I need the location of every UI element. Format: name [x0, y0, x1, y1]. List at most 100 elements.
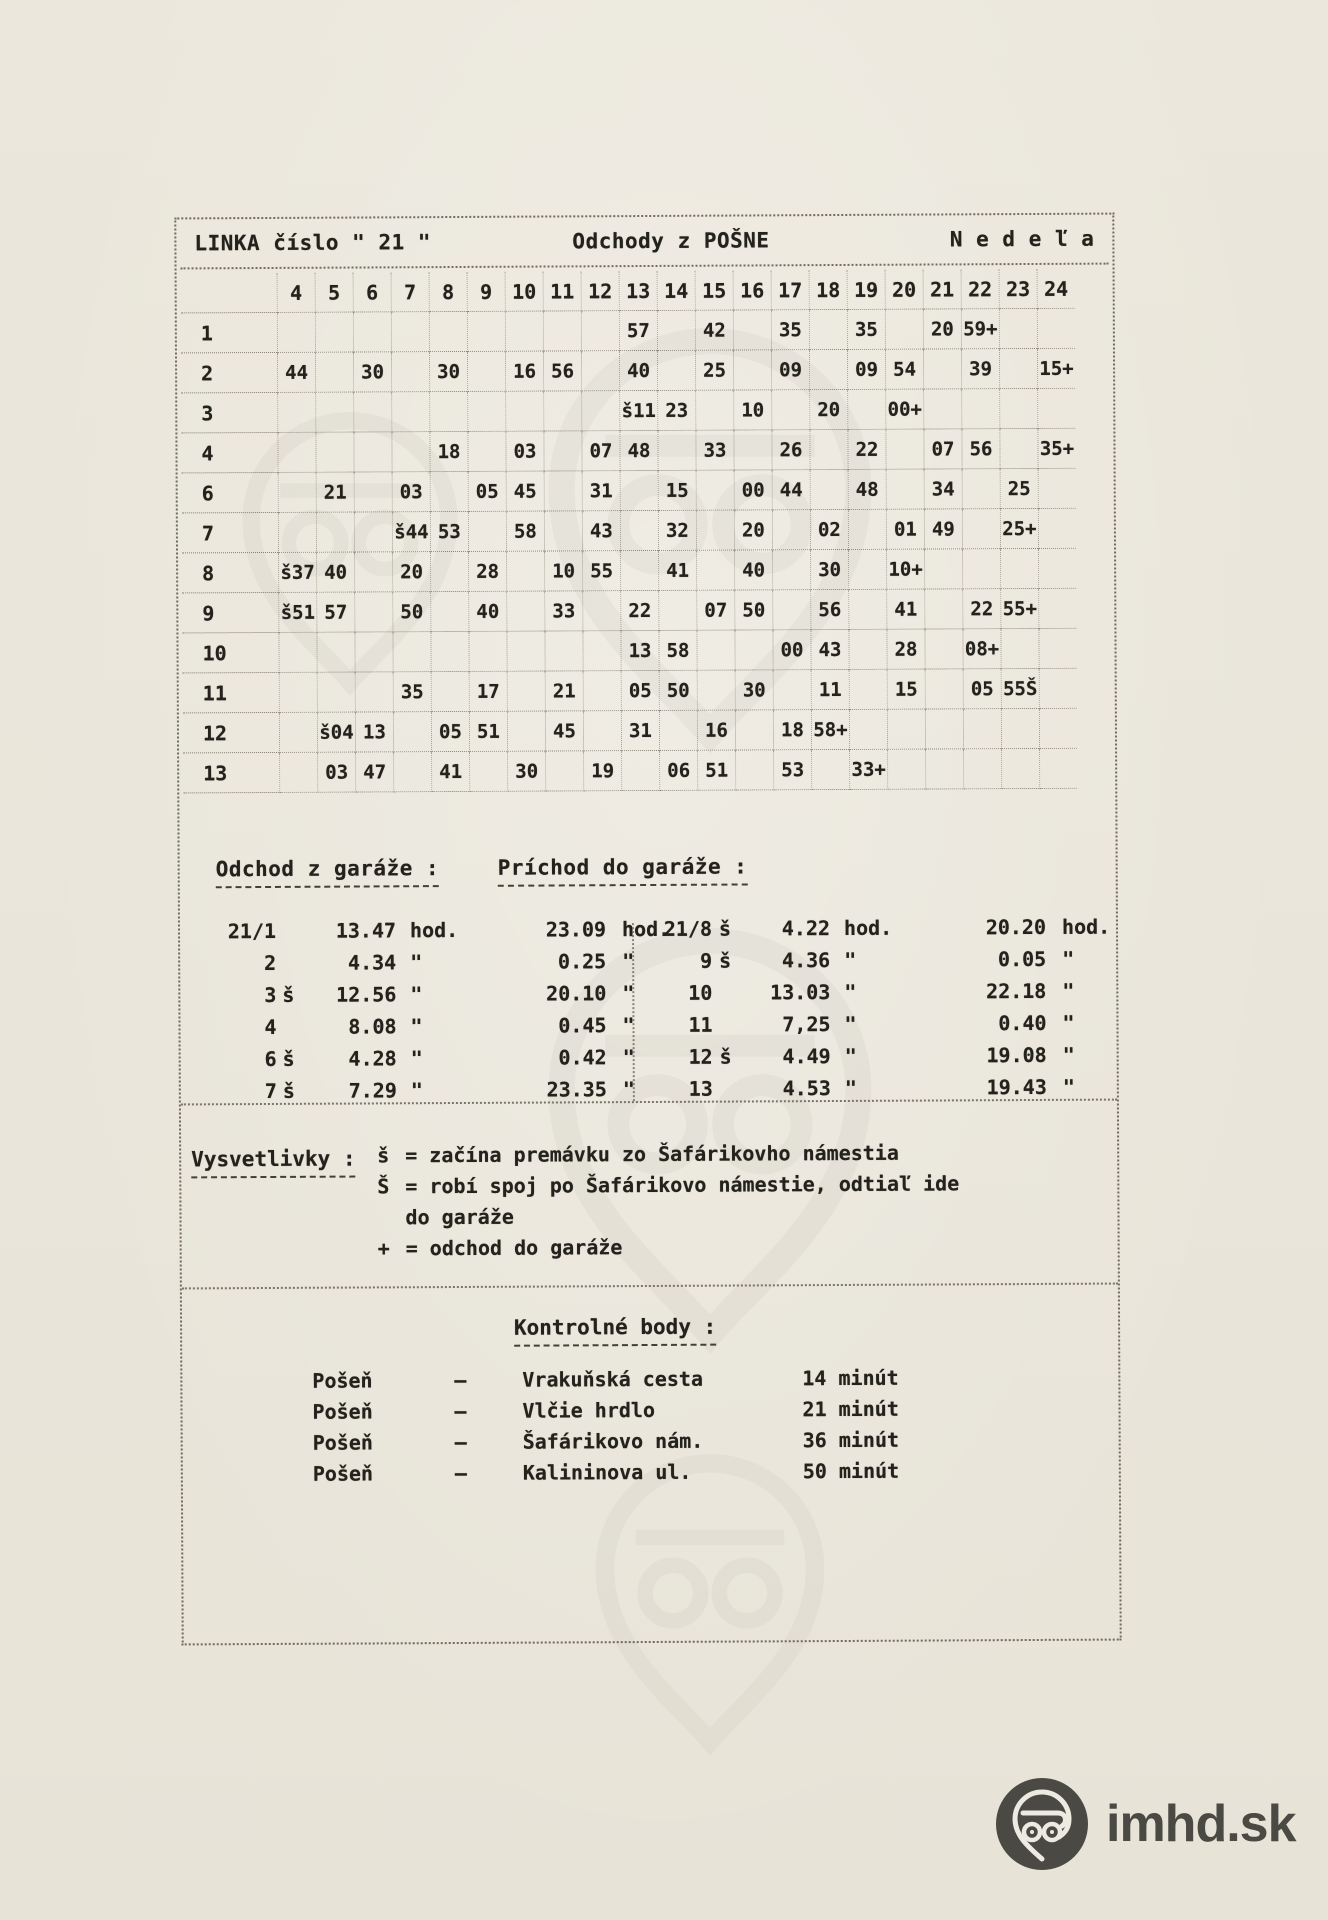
timetable-cell	[1000, 548, 1039, 590]
timetable-cell	[734, 710, 774, 751]
timetable-cell	[885, 429, 924, 470]
timetable-cell	[1000, 708, 1040, 750]
control-point-row: Pošeň – Šafárikovo nám. 36 minút	[313, 1423, 973, 1457]
row-label: 8	[182, 552, 279, 594]
timetable-cell	[1038, 588, 1077, 629]
garage-s: š	[719, 948, 732, 973]
legend-text: = robí spoj po Šafárikovo námestie, odti…	[405, 1171, 960, 1230]
garage-right-rows: 21/8 š 4.22 hod. 20.20 hod. 9 š 4.36 " 0.05 " 10 13.0…	[642, 911, 1110, 1105]
timetable-cell: 50	[392, 592, 431, 633]
timetable-cell: 13	[620, 630, 659, 672]
timetable-cell	[848, 589, 887, 630]
garage-kurz: 13	[688, 1076, 713, 1101]
hour-header-cell: 24	[1036, 268, 1075, 309]
timetable-cell	[353, 512, 393, 553]
timetable-cell	[847, 509, 887, 550]
timetable-cell	[619, 470, 658, 512]
timetable-cell	[1037, 388, 1076, 429]
timetable-cell: 03	[317, 752, 356, 793]
timetable-cell: 05	[962, 669, 1001, 710]
legend-heading: Vysvetlivky :	[191, 1146, 356, 1179]
hour-header-cell: 11	[542, 271, 581, 312]
timetable-cell: 16	[504, 351, 544, 392]
legend-symbol: +	[377, 1236, 390, 1261]
garage-dep: 4.34	[347, 950, 397, 975]
control-point-row: Pošeň – Vrakuňská cesta 14 minút	[312, 1361, 972, 1395]
timetable-cell: 09	[770, 350, 810, 391]
timetable-cell: 16	[696, 710, 736, 751]
garage-arr: 22.18	[986, 978, 1047, 1004]
timetable-cell	[733, 430, 772, 471]
timetable-cell: 30	[507, 751, 546, 792]
garage-dep_unit: "	[410, 1014, 423, 1039]
timetable-cell	[924, 669, 963, 710]
row-label: 12	[182, 712, 280, 754]
timetable-cell: 28	[886, 629, 925, 670]
garage-dep_unit: "	[410, 1078, 423, 1103]
row-label: 2	[180, 352, 278, 394]
timetable-cell	[923, 389, 962, 430]
timetable-cell	[506, 551, 545, 592]
timetable-cell	[848, 549, 887, 590]
timetable-cell	[848, 629, 887, 670]
timetable-cell: 00	[772, 630, 811, 671]
timetable-cell: 25	[694, 350, 734, 391]
hour-header-cell: 12	[580, 271, 619, 312]
timetable-cell	[1000, 628, 1039, 670]
imhd-logo: imhd.sk	[994, 1776, 1296, 1872]
garage-dep: 4.22	[781, 916, 831, 941]
timetable-cell: 43	[581, 511, 621, 552]
timetable-cell	[1001, 748, 1040, 790]
timetable-cell	[963, 749, 1002, 790]
timetable-cell: 17	[468, 671, 507, 712]
timetable-cell	[620, 550, 659, 592]
timetable-cell: 25	[999, 468, 1038, 510]
timetable-cell: 20	[809, 389, 848, 431]
timetable-cell	[735, 750, 774, 791]
timetable-cell	[695, 510, 735, 551]
timetable-cell	[277, 472, 316, 513]
timetable-cell: 54	[884, 349, 924, 390]
timetable-cell: 07	[581, 431, 620, 472]
timetable-cell	[848, 669, 887, 710]
imhd-logo-text: imhd.sk	[1106, 1795, 1296, 1853]
timetable-cell: 50	[734, 590, 773, 631]
timetable-cell	[771, 510, 811, 551]
garage-arr: 23.35	[546, 1077, 607, 1102]
hour-header-corner	[180, 272, 277, 314]
timetable-cell	[582, 591, 621, 632]
timetable-cell	[887, 749, 926, 790]
timetable-cell	[354, 592, 393, 633]
timetable-cell	[1037, 508, 1077, 549]
timetable-cell	[695, 470, 734, 511]
garage-dep_unit: hod.	[843, 915, 893, 940]
timetable-cell	[925, 749, 964, 790]
hour-header-cell: 4	[276, 272, 315, 313]
timetable-cell: 02	[809, 509, 849, 551]
timetable-cell	[429, 471, 468, 513]
timetable-cell	[811, 749, 850, 791]
hour-header-cell: 17	[770, 270, 809, 311]
timetable-cell	[885, 469, 924, 510]
timetable-cell: 05	[620, 670, 659, 712]
timetable-cell	[962, 549, 1001, 590]
timetable-cell	[771, 390, 810, 431]
hour-header-cell: 15	[694, 270, 733, 311]
timetable-cell	[316, 672, 355, 713]
garage-s: š	[282, 1078, 295, 1103]
timetable-cell: š04	[316, 712, 356, 753]
garage-dep_unit: hod.	[409, 917, 459, 943]
garage-dep: 4.36	[781, 948, 831, 973]
timetable-cell	[582, 671, 621, 712]
garage-arr_unit: "	[1062, 1010, 1075, 1035]
hour-header-cell: 21	[922, 269, 961, 310]
control-point-to: Šafárikovo nám.	[522, 1428, 704, 1454]
timetable-cell	[390, 352, 430, 393]
row-label: 7	[181, 512, 279, 554]
timetable-cell: 03	[391, 472, 430, 513]
hour-header-cell: 5	[314, 272, 353, 313]
timetable-cell: 57	[618, 310, 657, 352]
timetable-cell	[848, 709, 888, 750]
garage-row: 21/8 š 4.22 hod. 20.20 hod.	[642, 911, 1110, 945]
garage-kurz: 10	[688, 980, 713, 1005]
